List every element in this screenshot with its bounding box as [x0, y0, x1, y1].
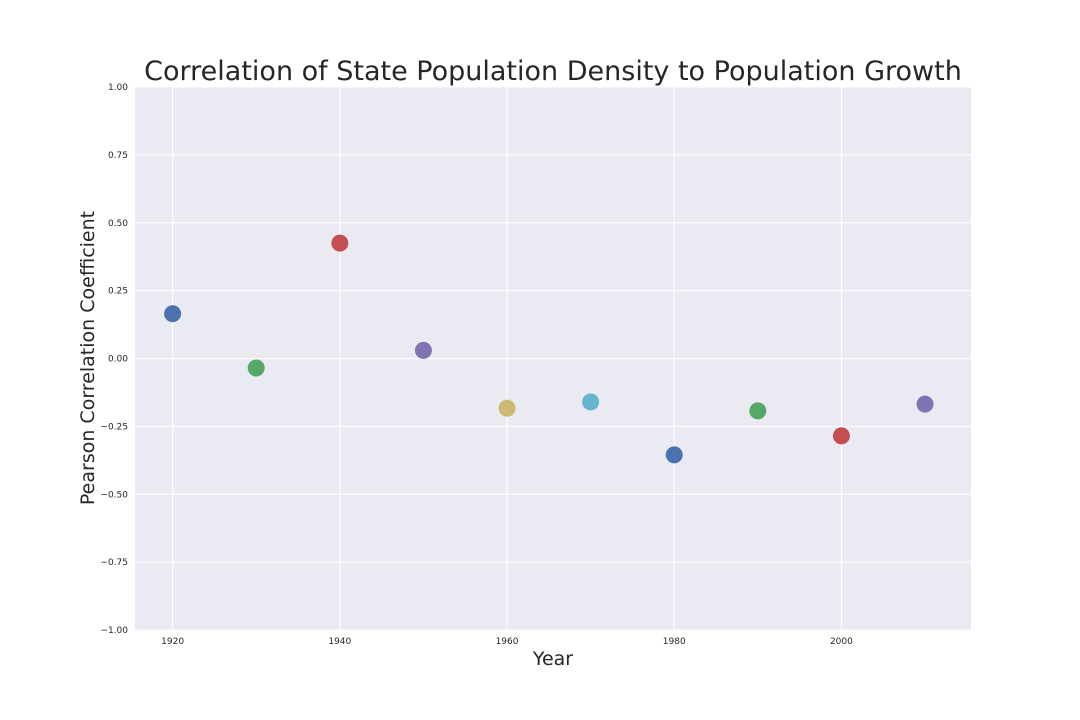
x-axis-label: Year: [532, 648, 573, 670]
y-tick-label: 1.00: [108, 83, 128, 93]
data-point: [331, 234, 349, 252]
data-point: [749, 402, 767, 420]
x-tick-label: 2000: [830, 637, 853, 647]
chart-title: Correlation of State Population Density …: [144, 56, 962, 87]
y-tick-label: 0.25: [108, 287, 128, 297]
x-tick-label: 1960: [496, 637, 519, 647]
y-tick-label: 0.50: [108, 219, 128, 229]
data-point: [164, 305, 182, 323]
x-tick-label: 1980: [663, 637, 686, 647]
data-point: [832, 427, 850, 445]
x-tick-label: 1940: [328, 637, 351, 647]
y-axis-label: Pearson Correlation Coefficient: [77, 211, 99, 505]
data-point: [582, 393, 600, 411]
y-tick-label: −0.25: [100, 422, 128, 432]
grid-lines: [135, 86, 971, 631]
data-point: [916, 395, 934, 413]
data-points: [164, 234, 934, 464]
data-point: [247, 359, 265, 377]
data-point: [665, 446, 683, 464]
data-point: [498, 399, 516, 417]
y-tick-label: 0.75: [108, 151, 128, 161]
y-tick-label: −0.75: [100, 558, 128, 568]
y-tick-label: −0.50: [100, 490, 128, 500]
x-tick-label: 1920: [161, 637, 184, 647]
y-tick-label: −1.00: [100, 626, 128, 636]
data-point: [414, 341, 432, 359]
y-tick-label: 0.00: [108, 355, 128, 365]
tick-labels: 1920 1940 1960 1980 2000 1.00 0.75 0.50 0.25 0.00…: [100, 83, 853, 647]
